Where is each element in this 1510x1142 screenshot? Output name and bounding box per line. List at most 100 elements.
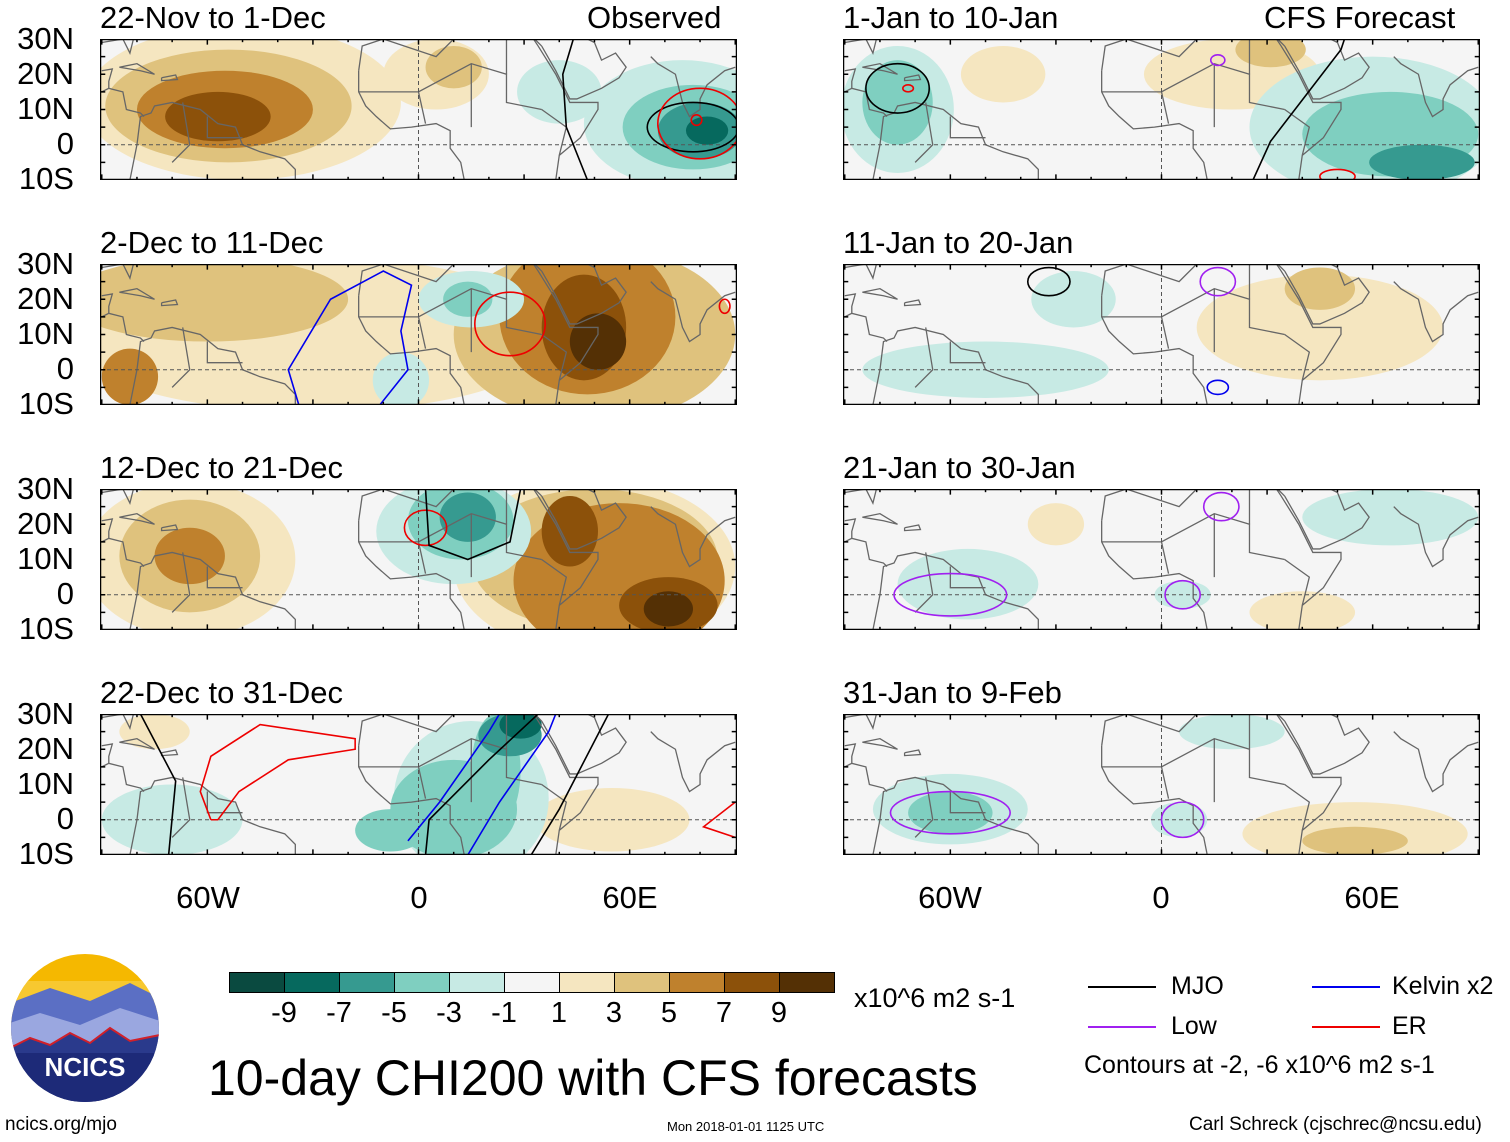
colorbar-swatch: [394, 972, 450, 993]
coastline: [102, 744, 113, 763]
panel-title: 31-Jan to 9-Feb: [843, 675, 1062, 710]
anomaly-region: [960, 46, 1046, 103]
contour-er: [1320, 169, 1355, 180]
lon-label-60e: 60E: [602, 880, 658, 915]
panel-title: 12-Dec to 21-Dec: [100, 450, 343, 485]
contour-low: [1165, 581, 1200, 609]
site-url[interactable]: ncics.org/mjo: [5, 1114, 117, 1135]
panel-title: 11-Jan to 20-Jan: [843, 225, 1074, 260]
map-panel: [100, 264, 737, 405]
contour-er: [691, 115, 702, 126]
coastline: [1102, 71, 1208, 180]
coastline: [873, 552, 1038, 630]
lat-label: 10S: [18, 836, 74, 871]
coastline: [1285, 714, 1369, 774]
coastline: [119, 514, 154, 525]
coastline: [1394, 282, 1478, 342]
country-border: [359, 739, 542, 785]
country-border: [172, 102, 190, 162]
country-border: [542, 560, 567, 606]
country-border: [207, 342, 242, 363]
country-border: [383, 39, 453, 57]
lat-label: 0: [56, 351, 74, 386]
legend-label-kelvin: Kelvin x2: [1392, 972, 1494, 1000]
colorbar-swatch: [449, 972, 505, 993]
coastline: [359, 489, 598, 630]
coastline: [905, 300, 921, 306]
country-border: [172, 552, 190, 612]
timestamp: Mon 2018-01-01 1125 UTC: [667, 1119, 825, 1134]
contour-er: [200, 725, 355, 820]
country-border: [915, 327, 933, 387]
country-border: [1285, 560, 1310, 606]
anomaly-region: [1031, 271, 1116, 328]
coastline: [359, 521, 465, 630]
panel-title: 2-Dec to 11-Dec: [100, 225, 324, 260]
country-border: [1126, 264, 1196, 282]
colorbar-tick-label: 3: [605, 997, 623, 1029]
anomaly-region: [1284, 267, 1356, 310]
lon-label-60e-right: 60E: [1344, 880, 1400, 915]
contour-mjo: [140, 714, 175, 855]
country-border: [383, 489, 453, 507]
country-border: [950, 792, 985, 813]
colorbar-swatch: [284, 972, 340, 993]
coastline: [359, 264, 598, 405]
coastline: [862, 289, 897, 300]
colorbar-tick-label: -9: [271, 997, 297, 1029]
map-svg: [100, 489, 737, 630]
lat-label: 0: [56, 801, 74, 836]
author: Carl Schreck (cjschrec@ncsu.edu): [1189, 1114, 1482, 1135]
colorbar-swatch: [614, 972, 670, 993]
coastline: [130, 327, 295, 405]
contour-er: [903, 85, 914, 92]
coastline: [845, 264, 877, 278]
coastline: [845, 489, 877, 503]
legend-label-er: ER: [1392, 1012, 1427, 1040]
contour-mjo: [426, 714, 539, 855]
coastline: [845, 744, 856, 763]
anomaly-region: [1369, 144, 1475, 180]
coastline: [862, 739, 897, 750]
contour-er: [404, 510, 446, 545]
coastline: [542, 264, 626, 324]
country-border: [1162, 92, 1169, 124]
legend-label-mjo: MJO: [1171, 972, 1224, 1000]
contour-kelvin: [288, 271, 411, 405]
country-border: [1162, 542, 1169, 574]
lat-label: 10N: [17, 316, 74, 351]
country-border: [1102, 289, 1285, 335]
coastline: [162, 75, 178, 81]
country-border: [207, 792, 242, 813]
anomaly-region: [100, 264, 349, 342]
coastline: [651, 57, 735, 117]
lat-label: 30N: [17, 696, 74, 731]
country-border: [172, 777, 190, 837]
colorbar-swatch: [724, 972, 780, 993]
coastline: [542, 714, 626, 774]
country-border: [1162, 317, 1169, 349]
anomaly-region: [1179, 714, 1285, 750]
anomaly-region: [154, 527, 225, 585]
anomaly-region: [1302, 489, 1479, 546]
country-border: [1126, 714, 1196, 732]
country-border: [383, 264, 453, 282]
anomaly-region: [862, 60, 933, 145]
coastline: [845, 714, 877, 728]
anomaly-region: [425, 46, 482, 89]
country-border: [359, 64, 542, 110]
coastline: [1285, 264, 1369, 324]
contour-mjo: [563, 39, 588, 180]
coastline: [905, 750, 921, 756]
coastline: [845, 39, 877, 53]
coastline: [1394, 732, 1478, 792]
coastline: [119, 64, 154, 75]
anomaly-region: [643, 591, 694, 627]
contour-low: [894, 574, 1007, 616]
contour-mjo: [1253, 39, 1345, 180]
lat-label: 10N: [17, 541, 74, 576]
lat-label: 20N: [17, 506, 74, 541]
coastline: [102, 69, 113, 88]
coastline: [102, 489, 134, 503]
contour-er: [658, 88, 737, 159]
